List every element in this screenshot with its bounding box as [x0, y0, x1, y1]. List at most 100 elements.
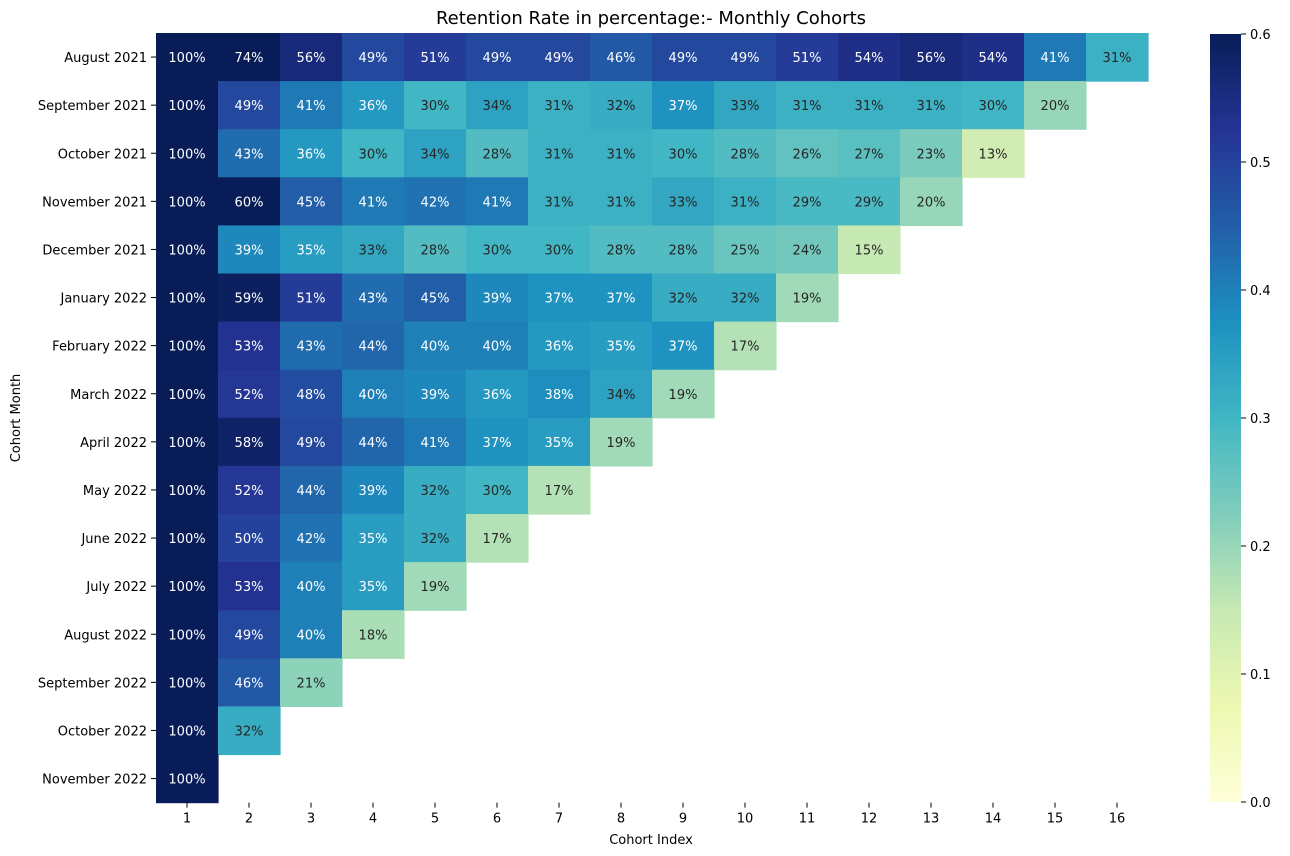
heatmap-cell — [218, 465, 281, 515]
x-tick-label: 8 — [617, 812, 625, 827]
heatmap-cell — [280, 81, 343, 130]
heatmap-cell — [218, 417, 281, 467]
heatmap-cell — [156, 225, 219, 275]
cell-value-label: 32% — [731, 292, 760, 307]
heatmap-cell — [342, 273, 405, 323]
heatmap-cell — [156, 610, 219, 659]
cell-value-label: 40% — [359, 388, 388, 403]
cell-value-label: 33% — [731, 99, 760, 114]
cell-value-label: 20% — [1041, 99, 1070, 114]
x-tick-label: 7 — [555, 812, 563, 827]
cell-value-label: 49% — [235, 99, 264, 114]
heatmap-cell — [528, 321, 591, 371]
cell-value-label: 25% — [731, 243, 760, 258]
x-tick-label: 4 — [369, 812, 377, 827]
heatmap-cell — [218, 177, 281, 226]
cell-value-label: 44% — [359, 340, 388, 355]
heatmap-cell — [528, 33, 591, 82]
cell-value-label: 59% — [235, 292, 264, 307]
heatmap-cell — [280, 417, 343, 467]
cell-value-label: 42% — [297, 532, 326, 547]
heatmap-cell — [280, 610, 343, 659]
heatmap-cell — [342, 610, 405, 659]
cell-value-label: 54% — [855, 51, 884, 66]
cell-value-label: 29% — [793, 195, 822, 210]
colorbar-ticks: 0.0 0.1 0.2 0.3 0.4 0.5 0.6 — [1241, 28, 1271, 811]
heatmap-cell — [528, 177, 591, 226]
heatmap-cell — [404, 129, 467, 178]
heatmap-cell — [404, 33, 467, 82]
heatmap-cell — [342, 562, 405, 611]
heatmap-cell — [466, 225, 529, 275]
heatmap-cell — [342, 465, 405, 515]
heatmap-cell — [590, 177, 653, 226]
heatmap-cell — [218, 610, 281, 659]
heatmap-cell — [404, 465, 467, 515]
cell-value-label: 31% — [545, 99, 574, 114]
heatmap-cell — [838, 225, 901, 275]
heatmap-cell — [404, 417, 467, 467]
y-tick-label: April 2022 — [80, 436, 147, 451]
heatmap-cell — [156, 465, 219, 515]
heatmap-cell — [156, 33, 219, 82]
cell-value-label: 15% — [855, 243, 884, 258]
cell-value-label: 40% — [297, 628, 326, 643]
cell-value-label: 19% — [669, 388, 698, 403]
cell-value-label: 45% — [421, 292, 450, 307]
heatmap-cell — [404, 514, 467, 563]
cell-value-label: 40% — [297, 580, 326, 595]
chart-title: Retention Rate in percentage:- Monthly C… — [436, 8, 866, 29]
heatmap-cell — [652, 177, 715, 226]
cell-value-label: 48% — [297, 388, 326, 403]
heatmap-cell — [466, 273, 529, 323]
heatmap-cell — [404, 177, 467, 226]
cell-value-label: 27% — [855, 147, 884, 162]
y-tick-label: July 2022 — [85, 580, 147, 595]
heatmap-cell — [590, 33, 653, 82]
cell-value-label: 100% — [168, 51, 205, 66]
cell-value-label: 35% — [607, 340, 636, 355]
cell-value-label: 49% — [359, 51, 388, 66]
cell-value-label: 49% — [731, 51, 760, 66]
heatmap-cell — [466, 465, 529, 515]
heatmap-cell — [404, 562, 467, 611]
cell-value-label: 30% — [545, 243, 574, 258]
heatmap-cell — [590, 225, 653, 275]
heatmap-cell — [280, 514, 343, 563]
cell-value-label: 50% — [235, 532, 264, 547]
x-tick-label: 11 — [799, 812, 816, 827]
colorbar-tick-label: 0.3 — [1250, 412, 1271, 427]
heatmap-cell — [466, 129, 529, 178]
cell-value-label: 34% — [421, 147, 450, 162]
heatmap-cell — [466, 33, 529, 82]
cell-value-label: 31% — [855, 99, 884, 114]
cell-value-label: 49% — [297, 436, 326, 451]
cell-value-label: 44% — [297, 484, 326, 499]
heatmap-cell — [218, 321, 281, 371]
cell-value-label: 28% — [607, 243, 636, 258]
cell-value-label: 31% — [1103, 51, 1132, 66]
heatmap-cell — [342, 514, 405, 563]
heatmap-cell — [652, 33, 715, 82]
heatmap-cell — [156, 754, 219, 804]
cell-value-label: 100% — [168, 388, 205, 403]
cell-value-label: 100% — [168, 628, 205, 643]
heatmap-cell-labels: 100% 74% 56% 49% 51% 49% 49% 46% 49% 49% 51% 54% 56%… — [168, 51, 1132, 787]
heatmap-cell — [342, 177, 405, 226]
cell-value-label: 100% — [168, 243, 205, 258]
heatmap-cell — [590, 81, 653, 130]
heatmap-cell — [714, 33, 777, 82]
cell-value-label: 51% — [793, 51, 822, 66]
cell-value-label: 41% — [421, 436, 450, 451]
cell-value-label: 33% — [359, 243, 388, 258]
cell-value-label: 41% — [1041, 51, 1070, 66]
cell-value-label: 39% — [359, 484, 388, 499]
cell-value-label: 100% — [168, 676, 205, 691]
cell-value-label: 34% — [607, 388, 636, 403]
cell-value-label: 21% — [297, 676, 326, 691]
heatmap-cell — [218, 273, 281, 323]
heatmap-cell — [838, 33, 901, 82]
cell-value-label: 24% — [793, 243, 822, 258]
heatmap-cell — [404, 321, 467, 371]
cell-value-label: 40% — [421, 340, 450, 355]
